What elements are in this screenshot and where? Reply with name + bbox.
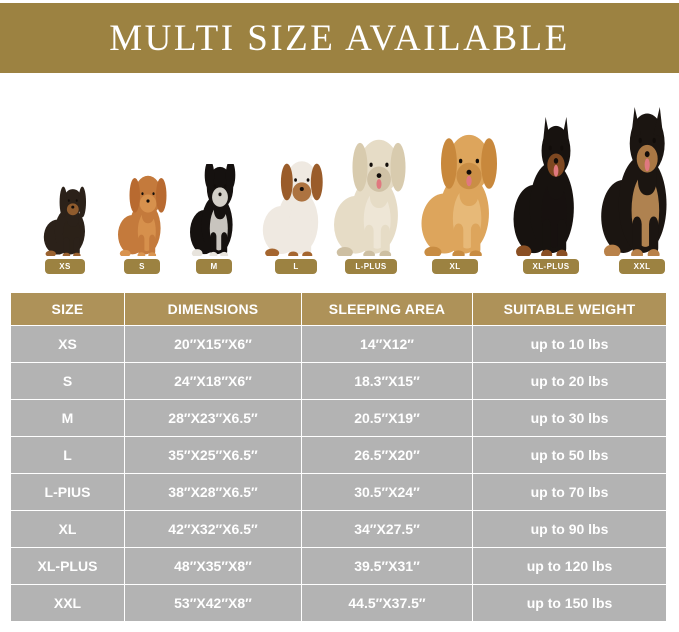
cell-size: M [11, 400, 124, 436]
table-body: XS 20″X15″X6″ 14″X12″ up to 10 lbs S 24″X18″X… [11, 326, 666, 621]
cell-size: XL [11, 511, 124, 547]
table-row: L 35″X25″X6.5″ 26.5″X20″ up to 50 lbs [11, 437, 666, 473]
cell-size: L-PIUS [11, 474, 124, 510]
table-row: XXL 53″X42″X8″ 44.5″X37.5″ up to 150 lbs [11, 585, 666, 621]
cell-weight: up to 150 lbs [473, 585, 666, 621]
cell-sleeping-area: 20.5″X19″ [302, 400, 472, 436]
size-badge-xl-plus: XL-PLUS [523, 259, 579, 274]
cell-weight: up to 10 lbs [473, 326, 666, 362]
size-chart-table: SIZE DIMENSIONS SLEEPING AREA SUITABLE W… [10, 292, 667, 622]
dog-retriever-gold-icon [412, 131, 507, 256]
cell-sleeping-area: 18.3″X15″ [302, 363, 472, 399]
cell-weight: up to 50 lbs [473, 437, 666, 473]
dog-dachshund-icon [38, 183, 96, 256]
cell-weight: up to 120 lbs [473, 548, 666, 584]
table-row: S 24″X18″X6″ 18.3″X15″ up to 20 lbs [11, 363, 666, 399]
cell-sleeping-area: 34″X27.5″ [302, 511, 472, 547]
cell-weight: up to 30 lbs [473, 400, 666, 436]
column-header-sleeping-area: SLEEPING AREA [302, 293, 472, 325]
size-badge-xxl: XXL [619, 259, 665, 274]
size-badge-l: L [275, 259, 317, 274]
size-badge-xl: XL [432, 259, 478, 274]
size-badge-xs: XS [45, 259, 85, 274]
table-row: XS 20″X15″X6″ 14″X12″ up to 10 lbs [11, 326, 666, 362]
cell-weight: up to 70 lbs [473, 474, 666, 510]
header-banner: MULTI SIZE AVAILABLE [0, 3, 679, 73]
column-header-size: SIZE [11, 293, 124, 325]
cell-weight: up to 90 lbs [473, 511, 666, 547]
table-row: L-PIUS 38″X28″X6.5″ 30.5″X24″ up to 70 lbs [11, 474, 666, 510]
size-badge-s: S [124, 259, 160, 274]
cell-sleeping-area: 39.5″X31″ [302, 548, 472, 584]
cell-dimensions: 20″X15″X6″ [125, 326, 301, 362]
table-header-row: SIZE DIMENSIONS SLEEPING AREA SUITABLE W… [11, 293, 666, 325]
cell-sleeping-area: 44.5″X37.5″ [302, 585, 472, 621]
cell-sleeping-area: 30.5″X24″ [302, 474, 472, 510]
dog-germanshepherd-icon [592, 104, 679, 256]
dog-doberman-icon [505, 114, 590, 256]
dog-frenchbulldog-icon [184, 164, 244, 256]
dog-poodle-icon [112, 174, 172, 256]
size-badge-row: XS S M L L-PLUS XL XL-PLUS XXL [0, 259, 679, 275]
cell-dimensions: 28″X23″X6.5″ [125, 400, 301, 436]
cell-dimensions: 38″X28″X6.5″ [125, 474, 301, 510]
cell-size: XS [11, 326, 124, 362]
page-title: MULTI SIZE AVAILABLE [109, 17, 570, 59]
table-row: XL 42″X32″X6.5″ 34″X27.5″ up to 90 lbs [11, 511, 666, 547]
cell-size: XL-PLUS [11, 548, 124, 584]
cell-sleeping-area: 14″X12″ [302, 326, 472, 362]
cell-dimensions: 42″X32″X6.5″ [125, 511, 301, 547]
table-row: XL-PLUS 48″X35″X8″ 39.5″X31″ up to 120 lbs [11, 548, 666, 584]
cell-dimensions: 48″X35″X8″ [125, 548, 301, 584]
cell-dimensions: 35″X25″X6.5″ [125, 437, 301, 473]
cell-weight: up to 20 lbs [473, 363, 666, 399]
dog-retriever-cream-icon [325, 136, 415, 256]
size-badge-m: M [196, 259, 232, 274]
column-header-suitable-weight: SUITABLE WEIGHT [473, 293, 666, 325]
cell-size: XXL [11, 585, 124, 621]
dog-lineup [0, 76, 679, 256]
cell-size: S [11, 363, 124, 399]
column-header-dimensions: DIMENSIONS [125, 293, 301, 325]
dog-beagle-icon [255, 156, 333, 256]
cell-size: L [11, 437, 124, 473]
table-row: M 28″X23″X6.5″ 20.5″X19″ up to 30 lbs [11, 400, 666, 436]
size-badge-l-plus: L-PLUS [345, 259, 397, 274]
cell-dimensions: 24″X18″X6″ [125, 363, 301, 399]
cell-dimensions: 53″X42″X8″ [125, 585, 301, 621]
cell-sleeping-area: 26.5″X20″ [302, 437, 472, 473]
